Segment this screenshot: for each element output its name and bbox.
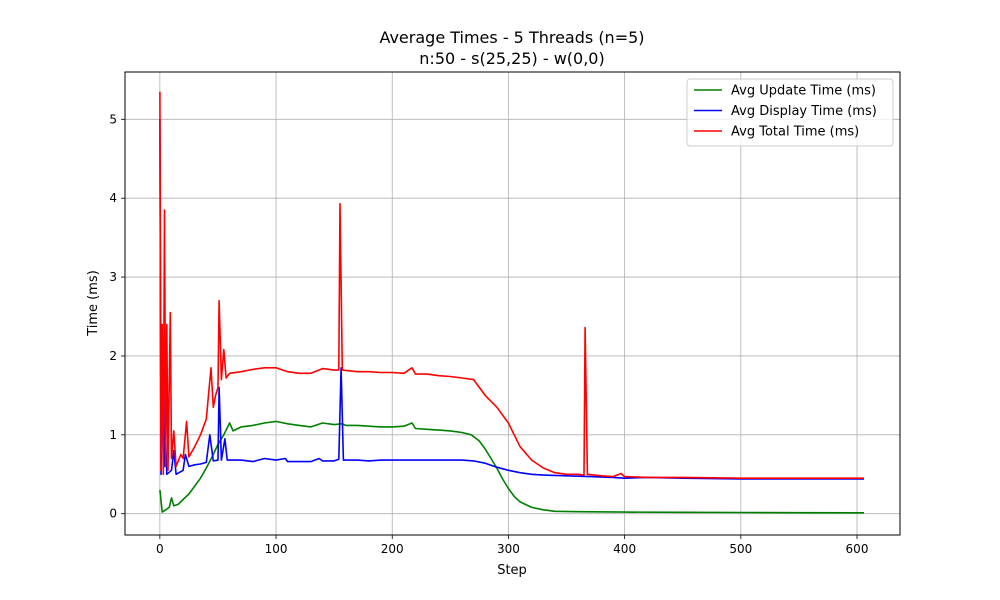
series-line-2: [159, 119, 864, 480]
x-tick-label: 100: [265, 542, 288, 556]
y-tick-label: 4: [109, 191, 117, 205]
legend-box: [686, 78, 894, 147]
legend-label-1: Avg Update Time (ms): [731, 84, 876, 99]
y-tick-label: 2: [109, 349, 117, 363]
grid: [125, 72, 900, 535]
x-tick-label: 200: [381, 542, 404, 556]
legend-label-3: Avg Total Time (ms): [731, 125, 859, 140]
series-line-3: [159, 91, 864, 479]
legend-label-2: Avg Display Time (ms): [731, 104, 877, 119]
y-axis-label: Time (ms): [86, 270, 101, 337]
y-tick-label: 5: [109, 112, 117, 126]
y-tick-label: 0: [109, 507, 117, 521]
y-tick-label: 1: [109, 428, 117, 442]
series-layer: [159, 91, 865, 514]
x-tick-label: 400: [613, 542, 636, 556]
y-tick-label: 3: [109, 270, 117, 284]
series-line-1: [159, 420, 865, 514]
x-tick-label: 600: [846, 542, 869, 556]
x-tick-label: 500: [729, 542, 752, 556]
plot-frame: [124, 71, 901, 536]
x-tick-label: 0: [156, 542, 164, 556]
ticks: 0 100 200 300 400 500 600 0 1 2 3 4 5: [109, 112, 868, 556]
chart-subtitle: n:50 - s(25,25) - w(0,0): [419, 49, 604, 68]
chart-title: Average Times - 5 Threads (n=5): [379, 28, 644, 47]
legend: Avg Update Time (ms) Avg Display Time (ms…: [686, 78, 894, 147]
x-tick-label: 300: [497, 542, 520, 556]
x-axis-label: Step: [497, 563, 527, 578]
